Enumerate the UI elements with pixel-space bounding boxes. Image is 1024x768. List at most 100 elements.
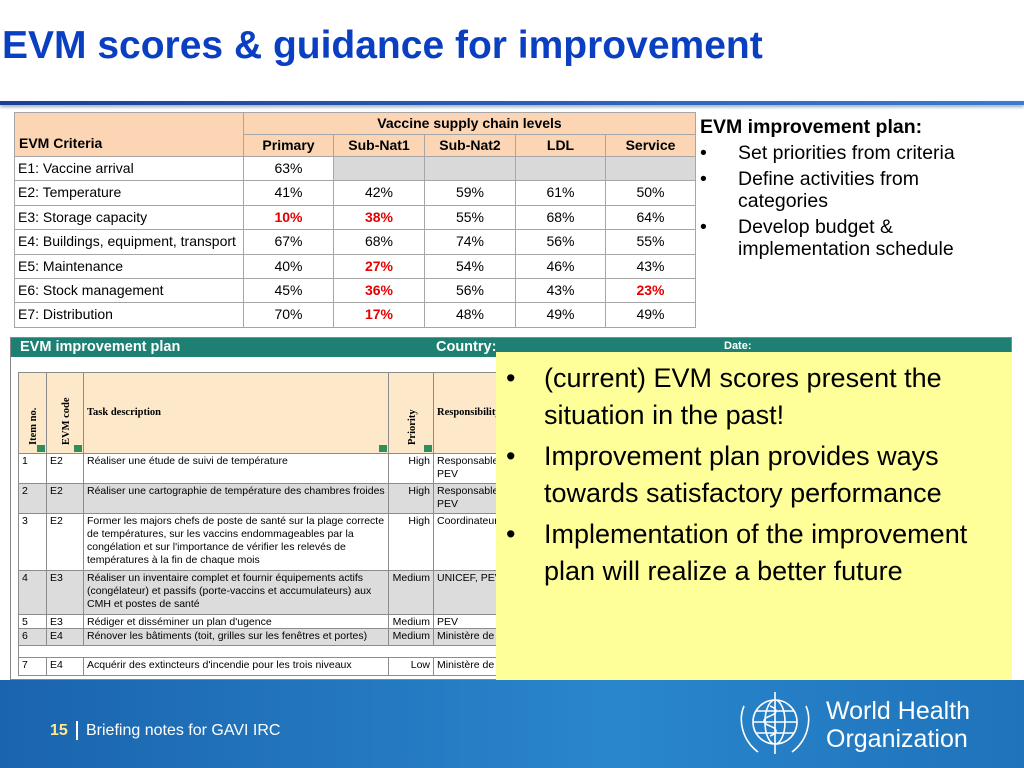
score-cell: 41% <box>243 180 334 206</box>
plan-cell: Medium <box>388 614 434 629</box>
footer <box>0 680 1024 768</box>
footer-text: Briefing notes for GAVI IRC <box>86 722 281 739</box>
filter-arrow <box>37 445 45 452</box>
callout-bullet: • (current) EVM scores present the situat… <box>506 360 998 434</box>
plan-cell: 4 <box>18 570 47 615</box>
sidebar-bullet: • Set priorities from criteria <box>700 142 990 164</box>
plan-blank-row <box>18 645 521 658</box>
title: EVM scores & guidance for improvement <box>2 24 763 67</box>
plan-cell: 5 <box>18 614 47 629</box>
sidebar: EVM improvement plan: • Set priorities fr… <box>700 116 990 264</box>
column-header: LDL <box>515 134 606 157</box>
callout-bullet: • Implementation of the improvement plan … <box>506 516 998 590</box>
bullet-dot: • <box>700 216 707 238</box>
score-cell <box>605 156 696 182</box>
score-cell: 67% <box>243 229 334 255</box>
filter-arrow <box>379 445 387 452</box>
column-header: Sub-Nat2 <box>424 134 516 157</box>
score-cell: 38% <box>333 204 425 231</box>
criterion-cell: E4: Buildings, equipment, transport <box>14 229 244 255</box>
plan-cell: E2 <box>46 453 84 484</box>
score-cell: 45% <box>243 278 334 304</box>
criterion-cell: E2: Temperature <box>14 180 244 206</box>
bullet-text: Develop budget & implementation schedule <box>738 216 954 260</box>
bullet-text: Improvement plan provides ways towards s… <box>544 441 942 508</box>
callout: • (current) EVM scores present the situat… <box>496 352 1012 680</box>
plan-cell: E3 <box>46 570 84 615</box>
plan-cell: High <box>388 513 434 571</box>
score-cell: 49% <box>515 302 606 328</box>
filter-arrow <box>74 445 82 452</box>
plan-column-header: EVM code <box>46 372 84 454</box>
plan-cell: E3 <box>46 614 84 629</box>
plan-cell: Acquérir des extincteurs d'incendie pour… <box>83 657 389 676</box>
column-header: Primary <box>243 134 334 157</box>
org-line-2: Organization <box>826 725 968 753</box>
plan-cell: 7 <box>18 657 47 676</box>
score-cell: 64% <box>605 204 696 231</box>
callout-bullet: • Improvement plan provides ways towards … <box>506 438 998 512</box>
score-cell: 56% <box>515 229 606 255</box>
sidebar-bullet: • Develop budget & implementation schedul… <box>700 216 990 260</box>
score-cell: 48% <box>424 302 516 328</box>
score-cell: 17% <box>333 302 425 328</box>
plan-cell: Réaliser une cartographie de température… <box>83 483 389 514</box>
score-cell: 42% <box>333 180 425 206</box>
plan-cell: 6 <box>18 628 47 646</box>
bullet-dot: • <box>506 519 516 549</box>
plan-cell: 3 <box>18 513 47 571</box>
plan-cell: 2 <box>18 483 47 514</box>
score-cell: 56% <box>424 278 516 304</box>
criterion-cell: E3: Storage capacity <box>14 204 244 231</box>
org-line-1: World Health <box>826 697 971 725</box>
criterion-cell: E1: Vaccine arrival <box>14 156 244 182</box>
plan-cell: 1 <box>18 453 47 484</box>
bullet-dot: • <box>700 142 707 164</box>
score-cell: 55% <box>424 204 516 231</box>
plan-cell: E4 <box>46 657 84 676</box>
footer-divider <box>76 721 78 740</box>
plan-cell: Rédiger et disséminer un plan d'ugence <box>83 614 389 629</box>
criterion-cell: E7: Distribution <box>14 302 244 328</box>
plan-cell: E4 <box>46 628 84 646</box>
score-cell: 63% <box>243 156 334 182</box>
score-cell: 50% <box>605 180 696 206</box>
plan-cell: High <box>388 483 434 514</box>
plan-column-header: Item no. <box>18 372 47 454</box>
score-cell: 23% <box>605 278 696 304</box>
sidebar-heading: EVM improvement plan: <box>700 116 923 138</box>
score-cell: 61% <box>515 180 606 206</box>
criteria-header: EVM Criteria <box>14 112 244 157</box>
plan-column-label: Priority <box>406 409 418 445</box>
plan-title: EVM improvement plan <box>20 339 181 355</box>
plan-column-label: Task description <box>87 407 162 418</box>
score-cell: 10% <box>243 204 334 231</box>
plan-cell: E2 <box>46 483 84 514</box>
score-cell: 68% <box>515 204 606 231</box>
bullet-text: Implementation of the improvement plan w… <box>544 519 968 586</box>
plan-cell: Medium <box>388 628 434 646</box>
bullet-dot: • <box>700 168 707 190</box>
score-cell: 46% <box>515 253 606 279</box>
bullet-text: (current) EVM scores present the situati… <box>544 363 942 430</box>
plan-column-label: EVM code <box>60 397 72 445</box>
plan-cell: Rénover les bâtiments (toit, grilles sur… <box>83 628 389 646</box>
plan-cell: Low <box>388 657 434 676</box>
score-cell: 40% <box>243 253 334 279</box>
plan-cell: E2 <box>46 513 84 571</box>
bullet-text: Set priorities from criteria <box>738 142 955 164</box>
score-cell: 55% <box>605 229 696 255</box>
title-rule <box>0 101 1024 105</box>
score-cell: 74% <box>424 229 516 255</box>
plan-cell: Former les majors chefs de poste de sant… <box>83 513 389 571</box>
who-emblem <box>740 692 810 754</box>
plan-cell: Réaliser une étude de suivi de températu… <box>83 453 389 484</box>
filter-arrow <box>424 445 432 452</box>
score-cell: 68% <box>333 229 425 255</box>
score-cell: 43% <box>605 253 696 279</box>
plan-country: Country: <box>436 339 497 355</box>
score-cell: 49% <box>605 302 696 328</box>
score-cell: 27% <box>333 253 425 279</box>
criterion-cell: E5: Maintenance <box>14 253 244 279</box>
